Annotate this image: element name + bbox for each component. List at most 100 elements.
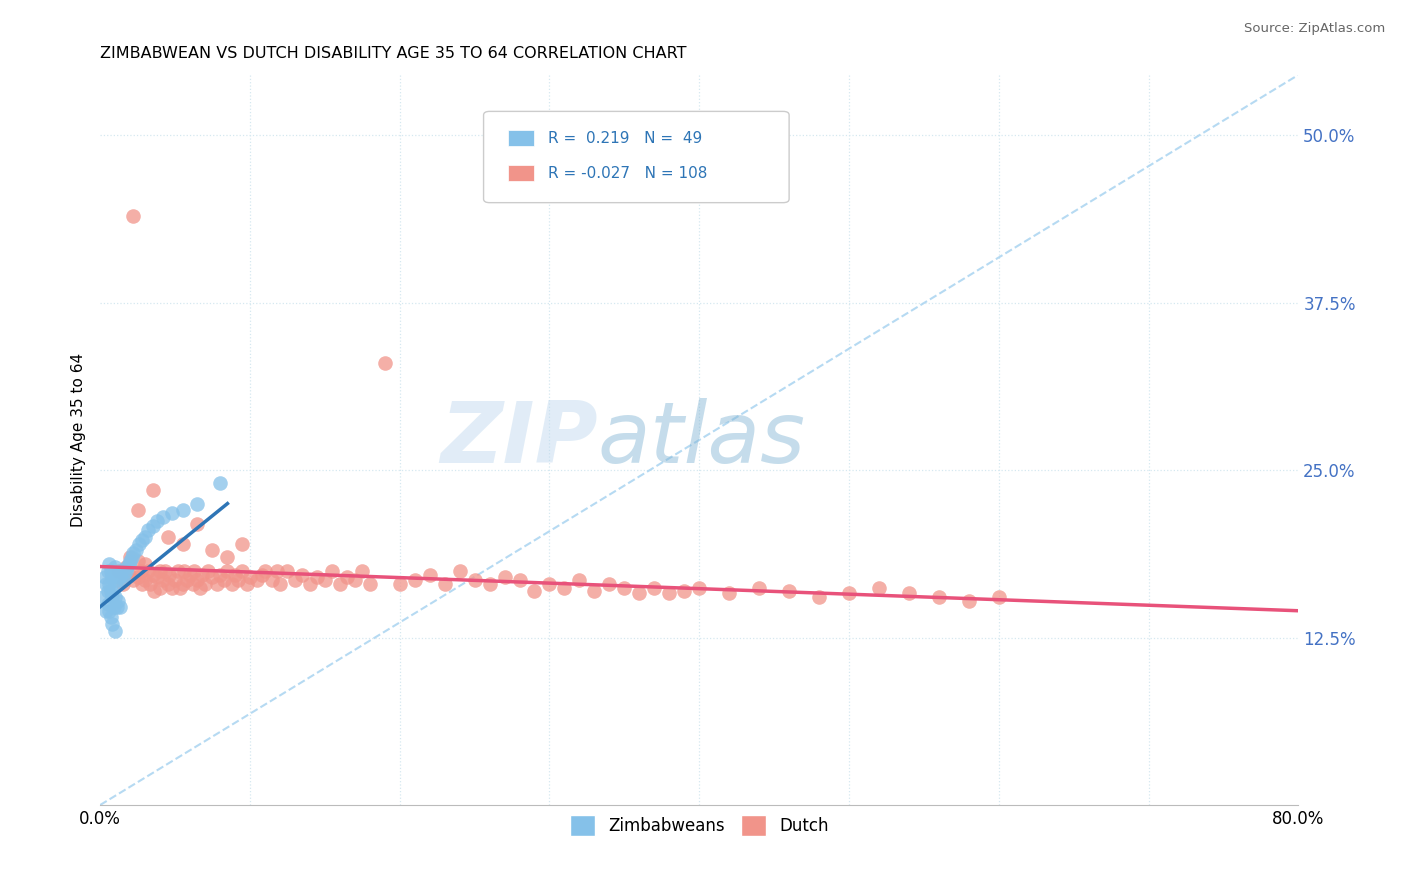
Point (253, 564, 276, 578)
Point (224, 567, 246, 582)
Point (236, 577, 259, 591)
Point (321, 564, 343, 578)
Point (152, 510, 174, 524)
Point (191, 567, 214, 582)
Point (613, 581, 636, 595)
Point (173, 564, 195, 578)
Point (262, 573, 284, 587)
Point (114, 559, 136, 574)
Point (153, 564, 176, 578)
Point (307, 570, 329, 584)
Point (449, 564, 471, 578)
Point (673, 583, 696, 598)
Point (329, 577, 352, 591)
Point (100, 610, 122, 624)
Point (343, 573, 366, 587)
Point (107, 567, 129, 582)
Point (104, 577, 127, 591)
FancyBboxPatch shape (508, 165, 534, 181)
Point (568, 573, 591, 587)
Point (221, 577, 243, 591)
Point (101, 591, 124, 605)
Point (100, 583, 122, 598)
Point (103, 599, 125, 614)
Point (94, 577, 117, 591)
Text: R =  0.219   N =  49: R = 0.219 N = 49 (548, 131, 703, 146)
Point (231, 564, 253, 578)
Point (93, 570, 115, 584)
Point (217, 550, 239, 565)
Point (183, 564, 205, 578)
Point (134, 530, 156, 544)
Point (838, 586, 860, 600)
Point (131, 533, 153, 547)
Point (108, 570, 131, 584)
Point (127, 570, 149, 584)
Point (186, 497, 208, 511)
Point (91, 591, 114, 605)
Point (186, 516, 208, 531)
Point (112, 567, 135, 582)
Point (269, 577, 291, 591)
Point (538, 577, 561, 591)
Point (120, 550, 142, 565)
Point (748, 581, 770, 595)
Point (134, 573, 156, 587)
Point (553, 581, 575, 595)
Point (217, 564, 239, 578)
Point (149, 581, 172, 595)
Point (404, 573, 426, 587)
Point (298, 577, 321, 591)
Point (172, 577, 194, 591)
Point (197, 564, 219, 578)
Point (336, 570, 359, 584)
Point (359, 577, 381, 591)
Point (464, 573, 486, 587)
Point (97, 564, 120, 578)
Point (104, 559, 127, 574)
Point (142, 483, 165, 498)
Point (433, 577, 456, 591)
Point (149, 564, 172, 578)
Point (117, 557, 139, 571)
Point (201, 570, 224, 584)
Point (208, 476, 231, 491)
Point (107, 564, 129, 578)
Point (122, 546, 145, 560)
Point (104, 591, 127, 605)
Point (291, 567, 314, 582)
Point (186, 573, 208, 587)
Point (111, 573, 134, 587)
Point (142, 567, 165, 582)
Point (239, 570, 262, 584)
Text: Source: ZipAtlas.com: Source: ZipAtlas.com (1244, 22, 1385, 36)
FancyBboxPatch shape (508, 130, 534, 146)
Point (134, 557, 156, 571)
Point (808, 591, 831, 605)
Point (131, 577, 153, 591)
Point (122, 573, 145, 587)
Point (226, 573, 249, 587)
Point (110, 564, 132, 578)
Point (138, 577, 160, 591)
Point (107, 594, 129, 608)
Point (121, 550, 143, 565)
Point (97, 583, 120, 598)
Point (179, 567, 201, 582)
Point (152, 573, 174, 587)
Point (190, 581, 212, 595)
Point (146, 514, 169, 528)
Text: R = -0.027   N = 108: R = -0.027 N = 108 (548, 166, 707, 181)
Point (181, 577, 204, 591)
Point (897, 586, 920, 600)
Point (250, 567, 273, 582)
Point (122, 209, 145, 223)
Point (208, 567, 231, 582)
Point (478, 577, 501, 591)
Point (172, 503, 194, 517)
Point (214, 573, 236, 587)
Point (127, 503, 149, 517)
Point (718, 586, 741, 600)
Point (508, 573, 530, 587)
Point (598, 577, 620, 591)
